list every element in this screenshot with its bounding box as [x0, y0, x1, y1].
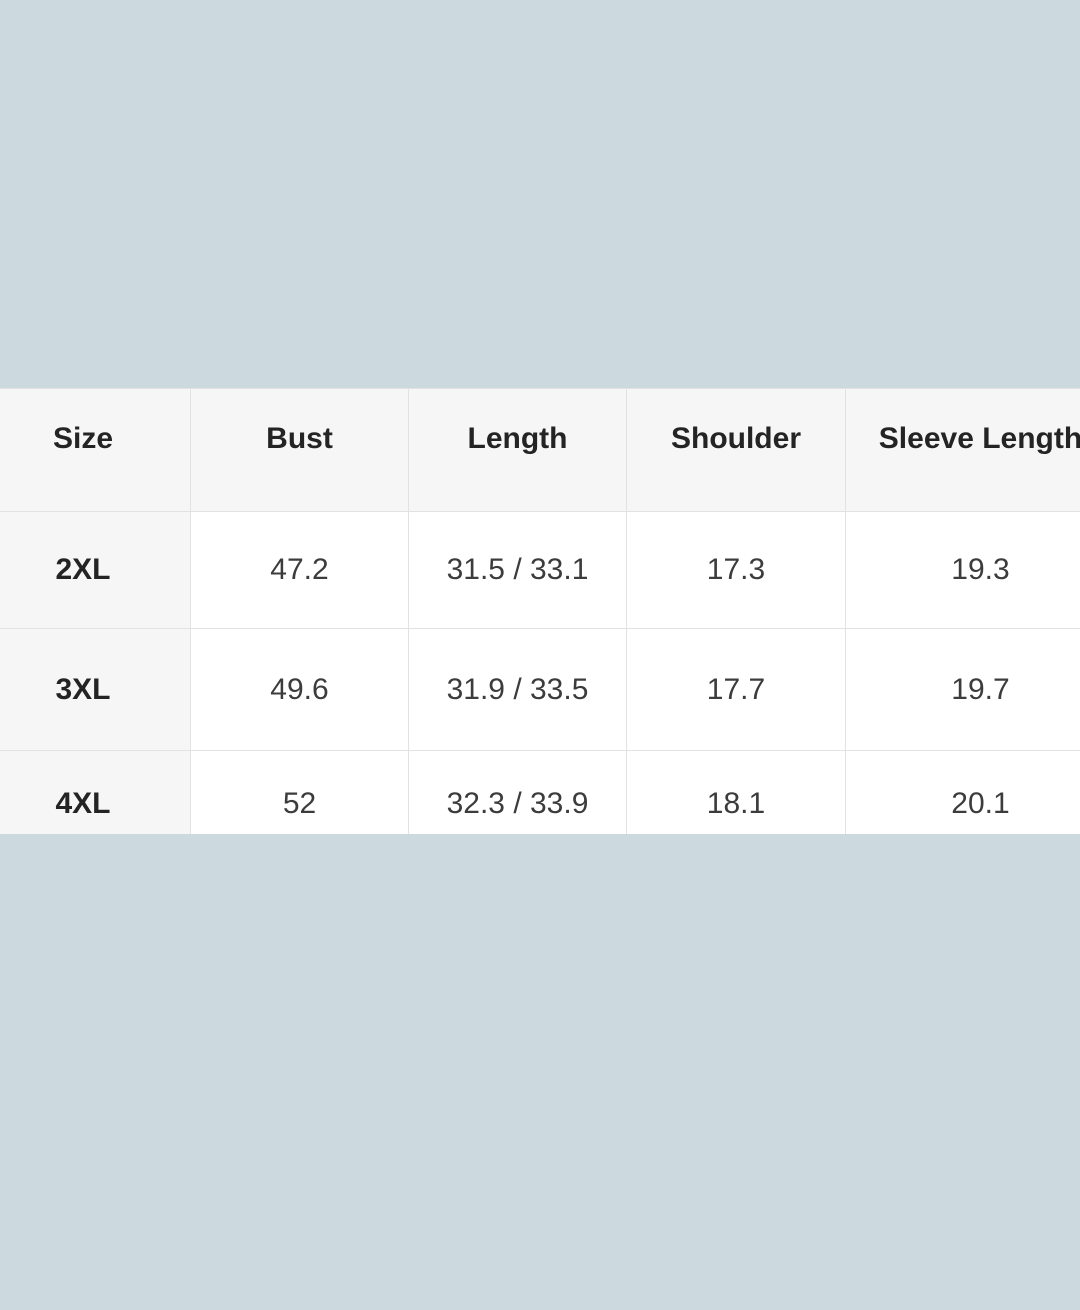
column-header-size: Size: [0, 388, 191, 512]
sleeve-length-value-cell: 19.7: [845, 628, 1080, 751]
column-header-sleeve-length: Sleeve Length: [845, 388, 1080, 512]
shoulder-value-cell: 17.3: [626, 511, 846, 629]
table-row-2xl: 2XL 47.2 31.5 / 33.1 17.3 19.3: [0, 511, 1080, 629]
bust-value-cell: 49.6: [190, 628, 409, 751]
length-value-cell: 31.5 / 33.1: [408, 511, 627, 629]
table-row-3xl: 3XL 49.6 31.9 / 33.5 17.7 19.7: [0, 628, 1080, 751]
length-value-cell: 31.9 / 33.5: [408, 628, 627, 751]
bust-value-cell: 52: [190, 750, 409, 834]
size-chart-viewport[interactable]: Size Bust Length Shoulder Sleeve Length …: [0, 388, 1080, 834]
table-row-4xl: 4XL 52 32.3 / 33.9 18.1 20.1: [0, 750, 1080, 834]
column-header-shoulder: Shoulder: [626, 388, 846, 512]
length-value-cell: 32.3 / 33.9: [408, 750, 627, 834]
shoulder-value-cell: 17.7: [626, 628, 846, 751]
column-header-length: Length: [408, 388, 627, 512]
size-cell: 2XL: [0, 511, 191, 629]
bust-value-cell: 47.2: [190, 511, 409, 629]
sleeve-length-value-cell: 20.1: [845, 750, 1080, 834]
header-row: Size Bust Length Shoulder Sleeve Length: [0, 388, 1080, 512]
size-cell: 3XL: [0, 628, 191, 751]
shoulder-value-cell: 18.1: [626, 750, 846, 834]
sleeve-length-value-cell: 19.3: [845, 511, 1080, 629]
size-cell: 4XL: [0, 750, 191, 834]
size-chart-table: Size Bust Length Shoulder Sleeve Length …: [0, 388, 1080, 834]
column-header-bust: Bust: [190, 388, 409, 512]
